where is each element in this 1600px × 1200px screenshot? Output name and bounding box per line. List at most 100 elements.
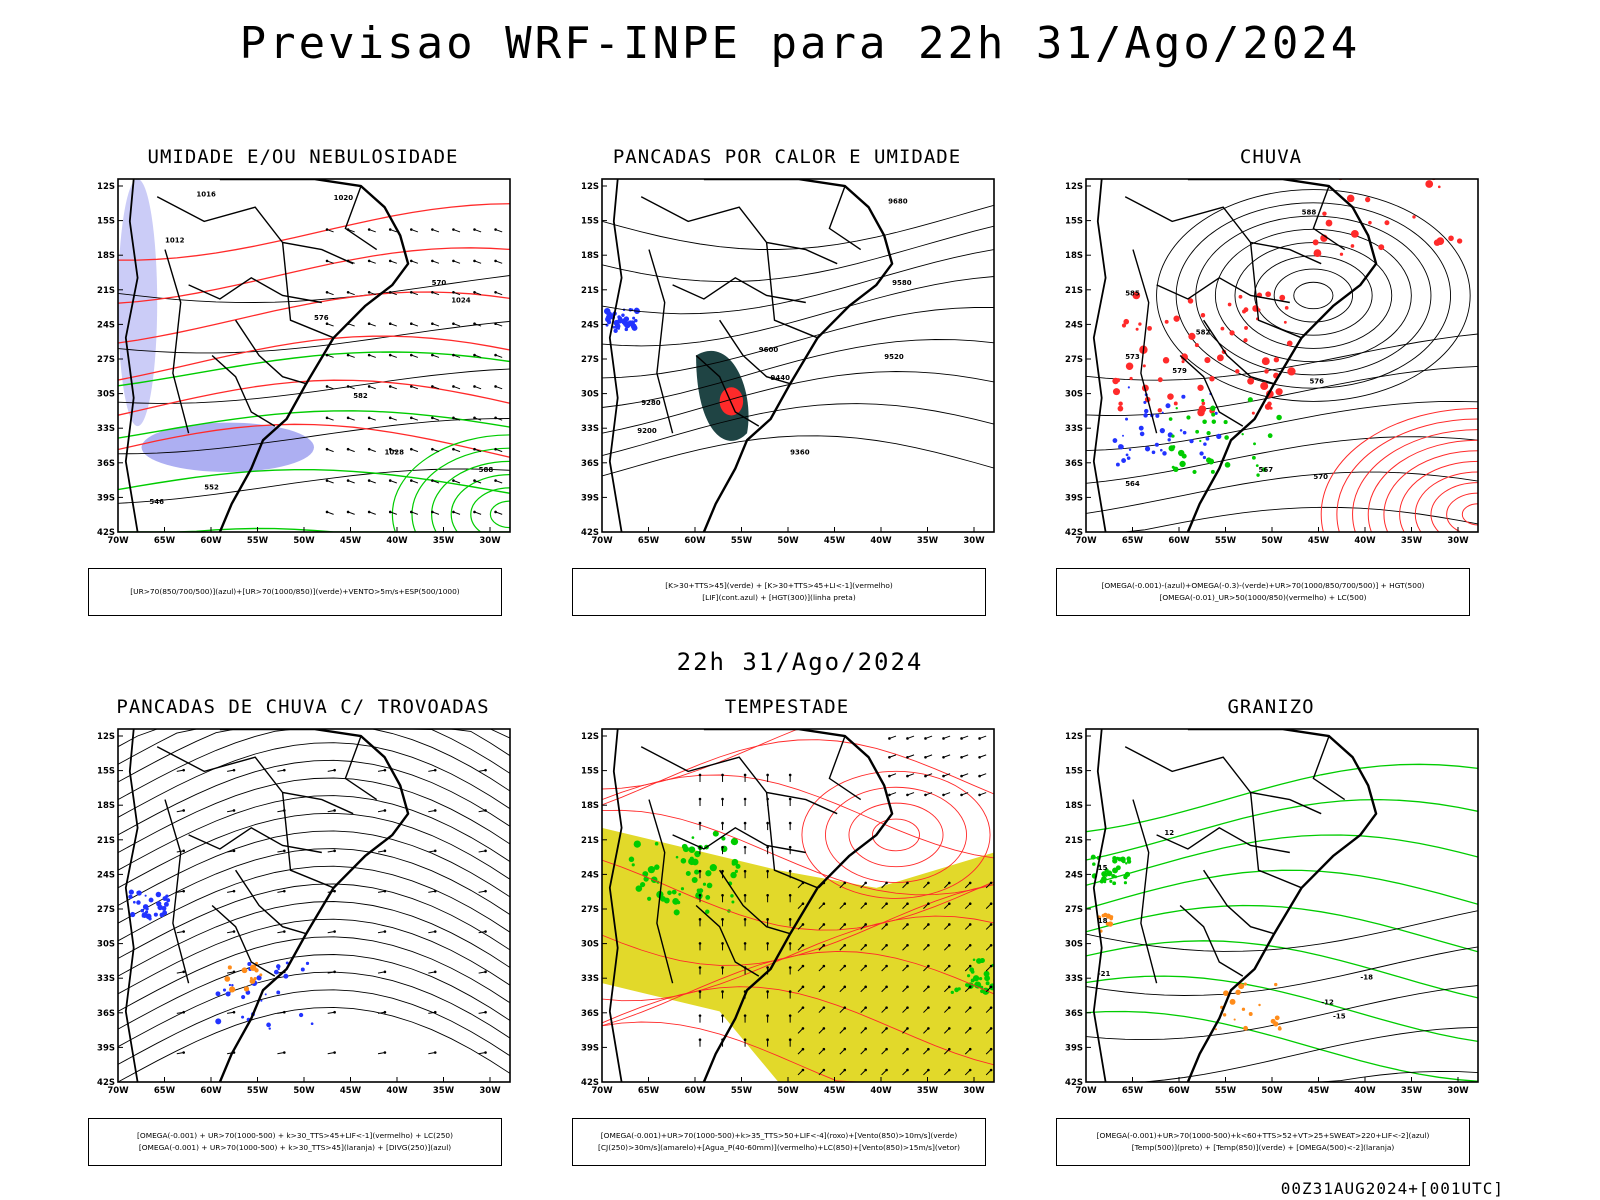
height-300hpa-line	[602, 403, 994, 457]
rain-area	[1204, 357, 1211, 364]
wind-vector-head	[346, 353, 350, 357]
wind-vector-850-head	[721, 918, 724, 921]
lat-tick-label: 24S	[1065, 320, 1083, 330]
wind-vector-head	[494, 479, 497, 482]
pressure-isobar	[118, 468, 510, 504]
wind-vector-850-head	[947, 943, 951, 947]
wind-vector-850-head	[906, 737, 909, 740]
omega-green-area	[1256, 473, 1260, 477]
wind-vector-850-head	[960, 793, 963, 797]
lon-tick-label: 65W	[154, 536, 176, 546]
wind-850-area	[647, 866, 656, 874]
omega-green-area	[1201, 398, 1205, 403]
wind-vector-head	[452, 416, 455, 420]
state-border	[1156, 826, 1290, 854]
lat-tick-label: 24S	[581, 320, 599, 330]
state-border	[1203, 319, 1275, 385]
legend-line: [Temp(500)](preto) + [Temp(850)](verde) …	[1131, 1143, 1395, 1152]
wind-850-area	[691, 836, 695, 839]
lon-tick-label: 30W	[479, 1086, 501, 1096]
wind-vector-850-head	[989, 923, 993, 926]
omega-green-area	[1178, 449, 1185, 457]
wind-vector-850-head	[885, 1027, 888, 1030]
streamline-arrow-head	[333, 1010, 336, 1014]
wind-vector-head	[410, 510, 413, 514]
lon-tick-label: 60W	[684, 536, 706, 546]
rain-area	[1267, 401, 1272, 407]
wind-vector-850-head	[906, 1047, 909, 1051]
lon-tick-label: 45W	[824, 536, 846, 546]
wind-850-area	[635, 885, 643, 892]
lat-tick-label: 27S	[97, 355, 115, 365]
wind-850-area	[698, 888, 704, 893]
wind-vector-850-head	[801, 1006, 805, 1009]
rain-area	[1261, 357, 1270, 366]
wind-vector-head	[367, 447, 371, 451]
omega-blue-area	[1143, 413, 1148, 418]
rain-area	[1286, 340, 1293, 347]
geopotential-500hpa-line	[1086, 333, 1478, 381]
wind-vector-head	[473, 291, 476, 294]
wind-vector-850-head	[968, 1047, 972, 1051]
wind-vector-head	[431, 291, 434, 294]
wind-vector-850-head	[743, 869, 747, 873]
contour-label: -18	[1360, 974, 1373, 982]
contour-label: -12	[1321, 998, 1334, 1006]
lon-tick-label: 60W	[1168, 1086, 1190, 1096]
streamline-850-ring	[824, 786, 968, 884]
height-300hpa-line	[602, 249, 994, 315]
condensation-level-ring	[1461, 503, 1478, 526]
wind-vector-head	[410, 479, 413, 482]
lat-tick-label: 27S	[581, 355, 599, 365]
condensation-level-ring	[1320, 407, 1478, 532]
lon-tick-label: 35W	[1401, 536, 1423, 546]
streamline-arrow-head	[283, 930, 286, 933]
divergence-contour	[268, 1027, 271, 1030]
streamline	[118, 759, 510, 836]
wind-vector-850-head	[864, 964, 867, 968]
panel-granizo: GRANIZO -12 -15 -18 -21 18 15 12 12S 15S 18S 21S 24…	[1056, 696, 1556, 1166]
rain-area	[1227, 302, 1232, 307]
rain-area	[1339, 252, 1344, 256]
wind-vector-850-head	[906, 902, 909, 905]
streamline-850	[602, 739, 994, 806]
wind-vector-850-head	[721, 821, 724, 825]
omega-500-area	[1233, 1018, 1236, 1021]
wind-vector-head	[410, 353, 413, 357]
wind-vector-head	[452, 447, 455, 451]
lon-tick-label: 65W	[1122, 1086, 1144, 1096]
wind-vector-850-head	[947, 1006, 951, 1009]
lat-tick-label: 24S	[581, 870, 599, 880]
contour-label: 9440	[771, 374, 791, 382]
wind-vector-head	[388, 510, 392, 514]
temp-850-line	[1086, 904, 1478, 953]
wind-vector-850-head	[885, 881, 888, 885]
orange-storm-area	[224, 976, 231, 982]
wind-vector-head	[410, 416, 413, 420]
lat-tick-label: 30S	[1065, 940, 1083, 950]
wind-vector-850-head	[989, 1027, 993, 1030]
lon-tick-label: 70W	[591, 1086, 613, 1096]
wind-vector-850-head	[968, 1068, 972, 1072]
wind-vector-head	[452, 385, 455, 388]
wind-850-area	[685, 871, 691, 876]
state-border	[1179, 904, 1244, 977]
temp-850-line	[1121, 859, 1126, 864]
wind-vector-head	[494, 353, 497, 357]
wind-vector-850-head	[766, 893, 769, 897]
divergence-contour	[256, 975, 262, 981]
temp-850-line	[1125, 862, 1128, 865]
rain-area	[1209, 376, 1215, 382]
streamline-850	[602, 950, 994, 1027]
divergence-contour	[162, 896, 168, 902]
streamline-arrow-head	[433, 970, 437, 974]
temp-850-line	[1086, 763, 1478, 833]
lon-tick-label: 65W	[154, 1086, 176, 1096]
wind-vector-850-head	[947, 881, 951, 885]
wind-vector-850-head	[801, 1047, 805, 1051]
lon-tick-label: 50W	[1261, 536, 1283, 546]
wind-vector-850-head	[721, 990, 724, 993]
condensation-level-ring	[1336, 418, 1478, 532]
wind-vector-850-head	[989, 881, 993, 885]
state-border	[1179, 354, 1244, 427]
